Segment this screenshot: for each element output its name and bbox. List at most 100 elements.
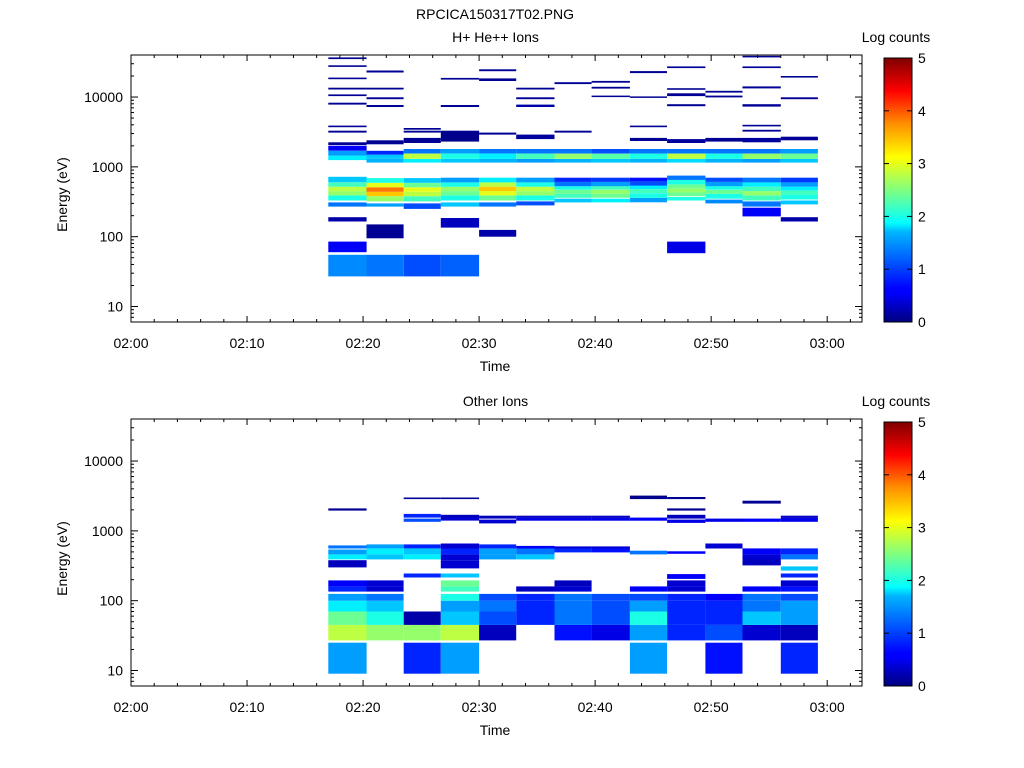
heatmap-cell: [366, 548, 404, 555]
heatmap-cell: [591, 86, 630, 89]
heatmap-cell: [328, 176, 367, 183]
heatmap-cell: [780, 624, 818, 641]
y-tick-label: 1000: [92, 523, 123, 539]
heatmap-cell: [629, 177, 667, 182]
heatmap-cell: [554, 153, 592, 159]
heatmap-cell: [780, 158, 818, 163]
heatmap-cell: [440, 600, 480, 612]
heatmap-cell: [591, 548, 630, 553]
heatmap-cell: [479, 153, 517, 159]
heatmap-cell: [667, 551, 706, 554]
heatmap-cell: [705, 193, 743, 199]
heatmap-cell: [479, 149, 517, 154]
heatmap-cell: [479, 158, 517, 163]
heatmap-cell: [328, 642, 367, 674]
heatmap-cell: [629, 137, 667, 141]
heatmap-cell: [440, 543, 480, 549]
heatmap-cell: [403, 611, 441, 625]
heatmap-cell: [403, 196, 441, 202]
heatmap-cell: [705, 153, 743, 159]
heatmap-cell: [328, 611, 367, 625]
heatmap-cell: [554, 515, 592, 518]
heatmap-cell: [667, 519, 706, 523]
heatmap-cell: [403, 518, 441, 522]
heatmap-cell: [667, 192, 706, 197]
heatmap-cell: [328, 586, 367, 592]
colorbar-gradient: [883, 421, 913, 687]
heatmap-cell: [554, 158, 592, 163]
heatmap-cell: [629, 181, 667, 186]
heatmap-cell: [591, 186, 630, 190]
heatmap-cell: [591, 80, 630, 83]
heatmap-cell: [554, 624, 592, 641]
heatmap-cell: [328, 508, 367, 511]
heatmap-cell: [667, 611, 706, 625]
colorbar-top: Log counts 0 1 2 3 4 5: [862, 29, 931, 330]
y-tick-label: 100: [100, 593, 124, 609]
heatmap-cell: [366, 182, 404, 188]
colorbar-tick-label: 1: [918, 261, 926, 277]
heatmap-cell: [780, 97, 818, 100]
heatmap-cell: [516, 548, 555, 555]
colorbar-tick-label: 1: [918, 625, 926, 641]
heatmap-cell: [629, 189, 667, 194]
heatmap-cell: [705, 543, 743, 549]
x-tick-label: 02:20: [346, 335, 381, 351]
heatmap-cell: [479, 600, 517, 612]
x-tick-label: 03:00: [810, 335, 845, 351]
heatmap-cell: [440, 554, 480, 561]
heatmap-cell: [554, 548, 592, 553]
heatmap-cell: [667, 93, 706, 97]
heatmap-cell: [780, 186, 818, 191]
heatmap-cell: [554, 593, 592, 601]
heatmap-cell: [440, 149, 480, 154]
heatmap-cell: [440, 191, 480, 196]
heatmap-cell: [328, 624, 367, 641]
heatmap-cell: [629, 624, 667, 641]
heatmap-cell: [705, 642, 743, 674]
heatmap-cell: [516, 87, 555, 90]
heatmap-cell: [440, 593, 480, 601]
heatmap-cell: [440, 158, 480, 163]
heatmap-cell: [742, 66, 781, 69]
heatmap-cell: [328, 560, 367, 568]
x-tick-label: 02:10: [230, 335, 265, 351]
heatmap-cell: [667, 66, 706, 69]
heatmap-cell: [591, 198, 630, 203]
heatmap-cell: [328, 195, 367, 201]
colorbar-tick-label: 2: [918, 208, 926, 224]
heatmap-cell: [591, 593, 630, 601]
heatmap-cell: [516, 593, 555, 601]
heatmap-cell: [780, 217, 818, 222]
heatmap-cell: [780, 600, 818, 612]
x-tick-label: 02:00: [113, 699, 148, 715]
heatmap-cell: [328, 57, 367, 60]
y-axis-label: Energy (eV): [54, 157, 70, 232]
heatmap-cell: [591, 153, 630, 159]
heatmap-cell: [366, 580, 404, 587]
heatmap-cell: [328, 130, 367, 133]
heatmap-cell: [366, 593, 404, 601]
heatmap-cell: [479, 554, 517, 560]
heatmap-cell: [629, 71, 667, 74]
heatmap-cell: [328, 142, 367, 146]
heatmap-cell: [591, 177, 630, 182]
heatmap-cell: [366, 600, 404, 612]
heatmap-cell: [667, 88, 706, 90]
colorbar-tick-label: 4: [918, 103, 926, 119]
x-tick-label: 02:00: [113, 335, 148, 351]
heatmap-cell: [780, 515, 818, 518]
heatmap-cell: [554, 198, 592, 203]
heatmap-cell: [328, 217, 367, 222]
colorbar-tick-label: 2: [918, 572, 926, 588]
heatmap-cell: [328, 580, 367, 587]
heatmap-cell: [742, 137, 781, 143]
heatmap-cell: [328, 94, 367, 97]
heatmap-cell: [403, 548, 441, 555]
heatmap-cell: [742, 104, 781, 107]
heatmap-cell: [742, 548, 781, 555]
panel-title: H+ He++ Ions: [452, 29, 539, 45]
heatmap-cell: [705, 199, 743, 204]
heatmap-cell: [742, 86, 781, 89]
